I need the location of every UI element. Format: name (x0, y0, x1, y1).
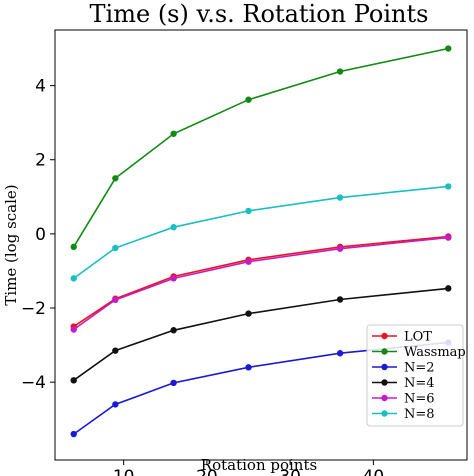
y-tick-label: −4 (21, 373, 46, 393)
data-point (445, 234, 452, 241)
legend-box (366, 324, 464, 427)
data-point (112, 175, 119, 182)
legend-label: N=4 (404, 376, 435, 391)
data-point (70, 430, 77, 438)
legend-item: N=6 (372, 392, 435, 407)
y-tick-label: 2 (35, 151, 46, 171)
series-line (73, 236, 449, 331)
data-point (336, 296, 344, 303)
legend-swatch-marker (381, 410, 388, 417)
series-line (73, 47, 449, 248)
data-point (170, 275, 177, 282)
legend-label: N=8 (404, 407, 435, 422)
series-n8 (70, 183, 452, 282)
legend-label: Wassmap (404, 345, 466, 360)
data-point (112, 244, 119, 252)
data-point (245, 96, 252, 103)
data-point (336, 350, 344, 357)
series-line (73, 287, 449, 381)
legend-label: N=2 (404, 361, 435, 376)
data-point (112, 296, 119, 304)
legend-label: LOT (404, 330, 432, 345)
data-point (170, 130, 177, 137)
data-point (445, 183, 452, 190)
legend-swatch-marker (381, 379, 388, 386)
series-line (73, 341, 449, 435)
x-axis-label: Rotation points (201, 456, 317, 474)
data-point (70, 243, 77, 251)
legend-swatch-marker (381, 363, 388, 371)
legend-swatch-marker (381, 348, 388, 355)
data-point (170, 224, 177, 231)
data-point (112, 347, 119, 354)
series-line (73, 235, 449, 328)
x-tick-label: 10 (113, 467, 135, 476)
x-tick-label: 30 (279, 467, 301, 476)
data-point (70, 377, 77, 384)
data-point (336, 194, 344, 201)
series-lot (70, 233, 452, 330)
x-tick-label: 40 (363, 467, 385, 476)
series-n4 (70, 285, 452, 384)
y-axis-label: Time (log scale) (2, 184, 20, 305)
data-point (245, 310, 252, 317)
data-point (170, 379, 177, 387)
y-tick-label: 4 (35, 77, 46, 97)
series-layer (70, 45, 452, 438)
x-tick-label: 20 (196, 467, 218, 476)
data-point (70, 326, 77, 333)
legend-item: Wassmap (372, 345, 466, 360)
legend-swatch-marker (381, 394, 388, 402)
data-point (445, 45, 452, 52)
legend-item: LOT (372, 330, 432, 345)
data-point (245, 207, 252, 215)
legend-swatch-marker (381, 332, 388, 340)
data-point (112, 401, 119, 408)
data-point (336, 245, 344, 252)
data-point (445, 285, 452, 292)
data-point (170, 327, 177, 334)
legend-label: N=6 (404, 392, 435, 407)
series-line (73, 185, 449, 280)
data-point (245, 258, 252, 265)
ticks-layer: 10 20 30 40 −4 −2 0 2 4 (21, 77, 384, 476)
series-wassmap (70, 45, 452, 251)
legend-item: N=8 (372, 407, 435, 422)
y-tick-label: −2 (21, 299, 46, 319)
legend-item: N=2 (372, 361, 435, 376)
data-point (245, 364, 252, 371)
data-point (336, 68, 344, 75)
plot-area (54, 29, 468, 461)
chart-title: Time (s) v.s. Rotation Points (90, 0, 429, 28)
series-n6 (70, 234, 452, 333)
y-tick-label: 0 (35, 225, 46, 245)
data-point (70, 275, 77, 282)
legend-item: N=4 (372, 376, 435, 391)
